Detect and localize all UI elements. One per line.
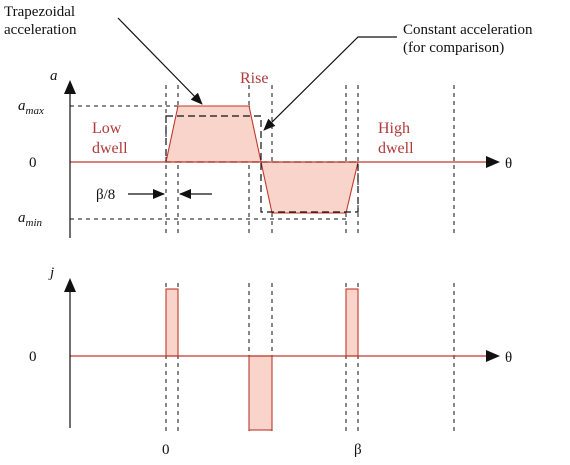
- trapezoidal-leader-arrow: [117, 17, 203, 105]
- x-tick-zero: 0: [162, 442, 170, 458]
- constant-annotation-line2: (for comparison): [403, 40, 504, 56]
- high-dwell-label-line2: dwell: [378, 140, 414, 157]
- beta8-label: β/8: [96, 187, 115, 203]
- low-dwell-label-line1: Low: [92, 120, 122, 137]
- x-tick-beta: β: [354, 442, 362, 458]
- amin-label: amin: [18, 210, 43, 229]
- constant-leader-arrow: [263, 36, 397, 131]
- jerk-axis-label: j: [48, 265, 54, 281]
- accel-zero-label: 0: [29, 155, 37, 171]
- jerk-pulse-positive-start: [165, 288, 179, 357]
- low-dwell-label-line2: dwell: [92, 140, 128, 157]
- high-dwell-label-line1: High: [378, 120, 410, 137]
- jerk-pulse-negative: [248, 355, 273, 431]
- accel-theta-label: θ: [505, 156, 512, 172]
- accel-axis-up-arrow: [64, 80, 76, 94]
- amax-label: amax: [18, 98, 44, 117]
- constant-annotation-line1: Constant acceleration: [403, 22, 533, 38]
- jerk-axis-arrow: [486, 350, 500, 362]
- accel-axis-arrow: [486, 156, 500, 168]
- trapezoidal-annotation-line1: Trapezoidal: [4, 4, 75, 20]
- trapezoidal-acceleration-curve: [165, 105, 359, 214]
- jerk-theta-label: θ: [505, 350, 512, 366]
- jerk-axis-up-arrow: [64, 278, 76, 292]
- accel-axis-label: a: [50, 68, 58, 84]
- jerk-zero-label: 0: [29, 349, 37, 365]
- rise-label: Rise: [240, 70, 268, 87]
- jerk-pulse-positive-end: [345, 288, 359, 357]
- trapezoidal-annotation-line2: acceleration: [4, 22, 77, 38]
